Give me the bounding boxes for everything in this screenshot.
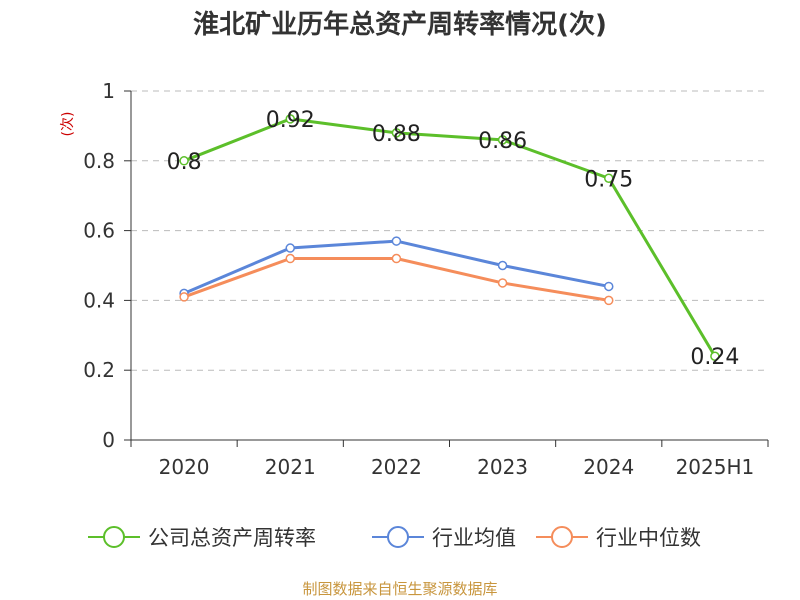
data-label: 0.75 [584, 167, 633, 192]
legend-item-1: 行业均值 [372, 526, 516, 550]
axes: 0 0.2 0.4 0.6 0.8 1 2020 2021 2022 2023 2024 2025H1 [83, 79, 769, 479]
series-2 [179, 253, 614, 306]
data-point [497, 260, 508, 271]
x-tick-label: 2022 [371, 455, 422, 479]
legend-item-2: 行业中位数 [536, 526, 701, 550]
x-tick-label: 2020 [159, 455, 210, 479]
legend-item-0: 公司总资产周转率 [88, 526, 316, 550]
y-tick-label: 0 [102, 428, 115, 452]
legend-marker [551, 526, 573, 548]
data-label: 0.88 [372, 122, 421, 147]
y-tick-label: 1 [102, 79, 115, 103]
x-tick-label: 2023 [477, 455, 528, 479]
data-point [391, 236, 402, 246]
source-note: 制图数据来自恒生聚源数据库 [302, 580, 498, 598]
data-point [179, 156, 189, 166]
data-point [285, 243, 295, 253]
y-tick-label: 0.8 [83, 149, 115, 173]
x-tick-label: 2021 [265, 455, 316, 479]
chart-title: 淮北矿业历年总资产周转率情况(次) [193, 10, 607, 40]
data-point [604, 281, 614, 292]
y-tick-label: 0.6 [83, 219, 115, 243]
legend-label: 公司总资产周转率 [148, 526, 316, 550]
data-point [497, 278, 508, 288]
data-point [285, 114, 295, 124]
y-tick-label: 0.2 [83, 358, 115, 382]
legend-label: 行业均值 [432, 526, 516, 550]
legend-label: 行业中位数 [596, 526, 701, 550]
x-tick-label: 2025H1 [676, 455, 755, 479]
data-point [391, 253, 402, 264]
y-tick-label: 0.4 [83, 288, 115, 312]
series-0: 0.8 0.92 0.88 0.86 0.75 0.24 [167, 108, 740, 370]
legend-marker [387, 526, 409, 548]
data-point [179, 292, 189, 302]
data-label: 0.24 [690, 345, 739, 370]
x-tick-label: 2024 [583, 455, 634, 479]
data-point [497, 135, 508, 145]
y-axis-label: (次) [60, 112, 76, 137]
data-point [391, 128, 402, 138]
data-label: 0.86 [478, 129, 527, 154]
series-line [183, 117, 717, 358]
series-1 [179, 236, 614, 299]
legend: 公司总资产周转率 行业均值 行业中位数 [88, 526, 701, 550]
data-point [710, 351, 720, 361]
legend-marker [103, 526, 125, 548]
data-point [604, 295, 614, 306]
data-label: 0.92 [266, 108, 315, 133]
gridlines [131, 90, 768, 371]
data-label: 0.8 [167, 150, 202, 175]
data-point [604, 173, 614, 183]
data-point [285, 253, 295, 264]
series: 0.8 0.92 0.88 0.86 0.75 0.24 [167, 108, 740, 370]
series-line [183, 239, 610, 295]
